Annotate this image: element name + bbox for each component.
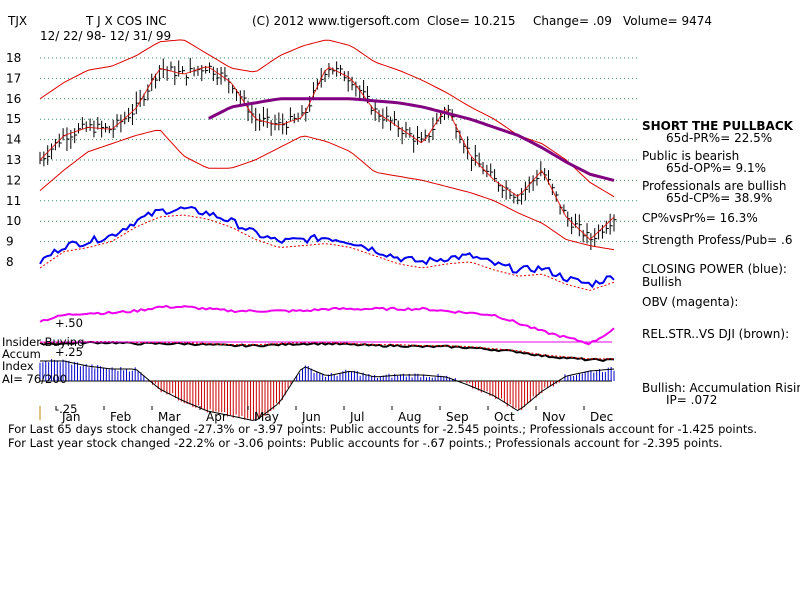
signal-headline: SHORT THE PULLBACK bbox=[642, 119, 794, 133]
closing-power-label: CLOSING POWER (blue): bbox=[642, 262, 787, 276]
close-value: Close= 10.215 bbox=[427, 14, 516, 28]
lower-band-line bbox=[39, 129, 615, 251]
month-label-jan: Jan bbox=[61, 410, 81, 424]
price-tick-15: 15 bbox=[6, 112, 21, 126]
price-tick-9: 9 bbox=[6, 235, 14, 249]
professional-status: Professionals are bullish bbox=[642, 179, 787, 193]
pr-percent: 65d-PR%= 22.5% bbox=[666, 131, 772, 145]
price-axis: 18 17 16 15 14 13 12 11 10 9 8 bbox=[6, 51, 21, 269]
ticker-symbol: TJX bbox=[7, 14, 27, 28]
footer-year-summary: For Last year stock changed -22.2% or -3… bbox=[8, 436, 723, 450]
obv-line bbox=[39, 304, 615, 346]
cp-percent: 65d-CP%= 38.9% bbox=[666, 191, 772, 205]
relstr-label: REL.STR..VS DJI (brown): bbox=[642, 327, 789, 341]
footer-65-day-summary: For Last 65 days stock changed -27.3% or… bbox=[8, 422, 757, 436]
short-ma-line bbox=[39, 66, 615, 241]
month-label-oct: Oct bbox=[494, 410, 515, 424]
strength-ratio: Strength Profess/Pub= .6 bbox=[642, 233, 792, 247]
copyright-text: (C) 2012 www.tigersoft.com bbox=[252, 14, 420, 28]
closing-power-ma-line bbox=[39, 214, 615, 291]
accumulation-status: Bullish: Accumulation Rising bbox=[642, 381, 800, 395]
price-tick-8: 8 bbox=[6, 255, 14, 269]
month-label-mar: Mar bbox=[158, 410, 181, 424]
indicator-lines bbox=[39, 39, 615, 362]
company-name: T J X COS INC bbox=[85, 14, 167, 28]
price-tick-13: 13 bbox=[6, 153, 21, 167]
index-label: Index bbox=[2, 359, 34, 373]
change-value: Change= .09 bbox=[533, 14, 612, 28]
month-label-sep: Sep bbox=[446, 410, 469, 424]
ai-value: AI= 76/200 bbox=[2, 372, 67, 386]
date-range: 12/ 22/ 98- 12/ 31/ 99 bbox=[40, 29, 171, 43]
price-tick-18: 18 bbox=[6, 51, 21, 65]
op-percent: 65d-OP%= 9.1% bbox=[666, 161, 766, 175]
cp-vs-pr: CP%vsPr%= 16.3% bbox=[642, 211, 758, 225]
relative-strength-line bbox=[39, 340, 615, 362]
month-label-jul: Jul bbox=[349, 410, 364, 424]
month-label-apr: Apr bbox=[206, 410, 227, 424]
price-tick-14: 14 bbox=[6, 133, 21, 147]
insider-buying-label: Insider Buying bbox=[2, 335, 84, 349]
accumulation-index-panel bbox=[39, 341, 615, 421]
month-axis: Jan Feb Mar Apr May Jun Jul Aug Sep Oct Nov Dec bbox=[55, 406, 613, 424]
public-status: Public is bearish bbox=[642, 149, 739, 163]
accum-minus25-label: -.25 bbox=[55, 402, 77, 416]
price-tick-10: 10 bbox=[6, 214, 21, 228]
price-tick-16: 16 bbox=[6, 92, 21, 106]
closing-power-line bbox=[39, 205, 615, 289]
month-label-may: May bbox=[254, 410, 279, 424]
month-label-aug: Aug bbox=[398, 410, 421, 424]
moving-average-200-line bbox=[208, 97, 615, 182]
month-label-dec: Dec bbox=[590, 410, 613, 424]
oscillator-plus50-label: +.50 bbox=[55, 316, 83, 330]
volume-value: Volume= 9474 bbox=[623, 14, 712, 28]
month-label-nov: Nov bbox=[542, 410, 565, 424]
price-tick-12: 12 bbox=[6, 173, 21, 187]
upper-band-line bbox=[39, 39, 615, 198]
closing-power-status: Bullish bbox=[642, 275, 682, 289]
obv-label: OBV (magenta): bbox=[642, 295, 738, 309]
month-label-feb: Feb bbox=[110, 410, 131, 424]
ip-value: IP= .072 bbox=[666, 393, 717, 407]
accum-plus25-label: +.25 bbox=[55, 345, 83, 359]
price-tick-17: 17 bbox=[6, 71, 21, 85]
price-bars bbox=[39, 57, 617, 251]
accum-label: Accum bbox=[2, 347, 41, 361]
month-label-jun: Jun bbox=[301, 410, 321, 424]
price-tick-11: 11 bbox=[6, 194, 21, 208]
accum-ma-line bbox=[40, 360, 615, 421]
